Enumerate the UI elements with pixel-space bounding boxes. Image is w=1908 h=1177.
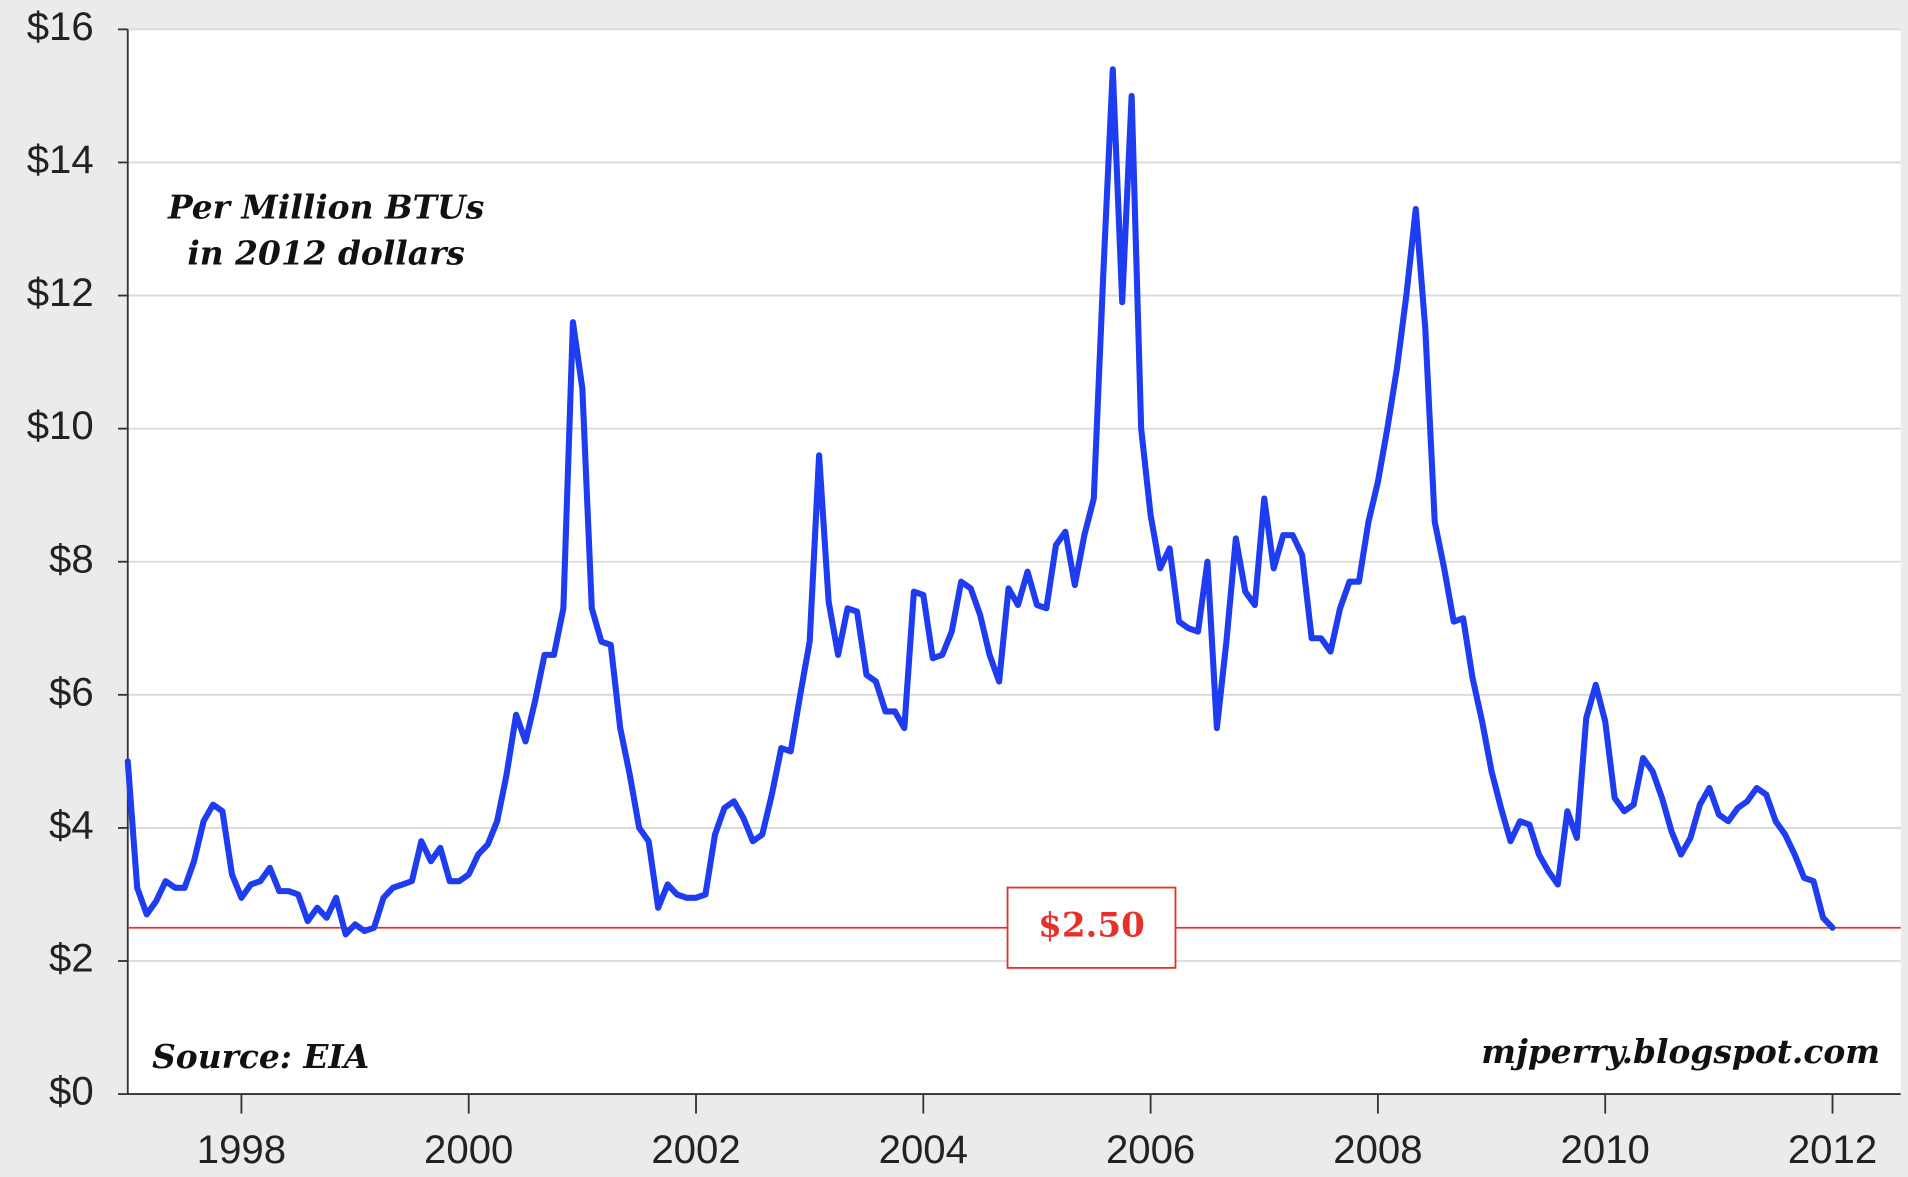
x-tick-label: 2010 (1561, 1127, 1650, 1172)
y-tick-label: $14 (27, 137, 94, 182)
y-tick-label: $6 (49, 669, 94, 714)
x-tick-label: 2004 (879, 1127, 968, 1172)
y-tick-label: $2 (49, 936, 94, 981)
y-tick-label: $4 (49, 803, 94, 848)
x-tick-label: 2002 (651, 1127, 740, 1172)
x-tick-label: 2012 (1788, 1127, 1877, 1172)
y-tick-label: $0 (49, 1069, 94, 1114)
x-tick-label: 2008 (1333, 1127, 1422, 1172)
annotation: in 2012 dollars (187, 234, 465, 273)
x-tick-label: 2006 (1106, 1127, 1195, 1172)
x-tick-label: 2000 (424, 1127, 513, 1172)
reference-label: $2.50 (1038, 906, 1145, 946)
source: Source: EIA (152, 1037, 369, 1076)
credit: mjperry.blogspot.com (1481, 1032, 1880, 1071)
y-tick-label: $8 (49, 536, 94, 581)
x-tick-label: 1998 (197, 1127, 286, 1172)
annotation: Per Million BTUs (167, 187, 484, 226)
y-tick-label: $16 (27, 4, 94, 49)
price-line (124, 66, 1836, 938)
y-tick-label: $12 (27, 270, 94, 315)
reference-label-box (1006, 886, 1177, 969)
y-tick-label: $10 (27, 403, 94, 448)
